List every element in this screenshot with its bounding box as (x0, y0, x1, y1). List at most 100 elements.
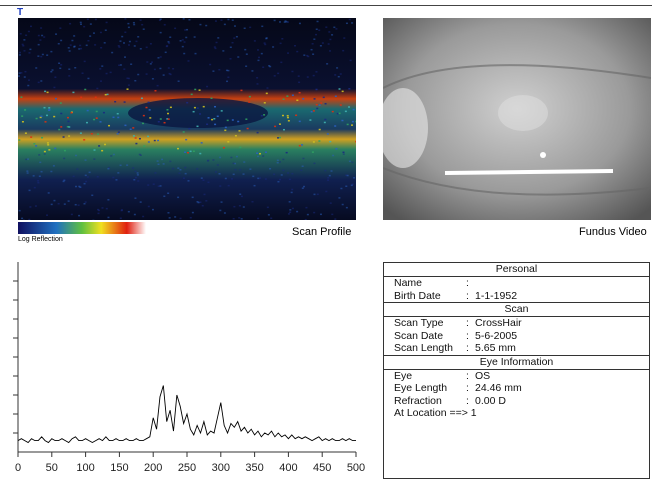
speckle (29, 49, 31, 51)
speckle (54, 148, 56, 150)
speckle (172, 68, 174, 70)
speckle (157, 85, 159, 87)
speckle (225, 178, 227, 180)
speckle (340, 188, 342, 190)
speckle (118, 45, 120, 47)
speckle (46, 214, 48, 216)
speckle (235, 135, 237, 137)
speckle (289, 209, 291, 211)
speckle (180, 40, 182, 42)
speckle (233, 163, 235, 165)
speckle (124, 18, 126, 20)
speckle (214, 46, 216, 48)
speckle (319, 104, 321, 106)
speckle (252, 176, 254, 178)
speckle (190, 151, 192, 153)
speckle (227, 77, 229, 79)
speckle (121, 209, 123, 211)
speckle (24, 76, 26, 78)
speckle (158, 185, 160, 187)
speckle (51, 204, 53, 206)
speckle (228, 185, 230, 187)
speckle (244, 49, 246, 51)
speckle (63, 158, 65, 160)
speckle (133, 22, 135, 24)
speckle (137, 180, 139, 182)
speckle (168, 118, 170, 120)
speckle (338, 76, 340, 78)
speckle (227, 141, 229, 143)
speckle (68, 47, 70, 49)
speckle (137, 172, 139, 174)
speckle (194, 107, 196, 109)
info-row: Eye Length:24.46 mm (384, 382, 649, 395)
speckle (154, 69, 156, 71)
speckle (28, 31, 30, 33)
speckle (71, 40, 73, 42)
speckle (91, 133, 93, 135)
speckle (345, 186, 347, 188)
speckle (191, 94, 193, 96)
speckle (104, 42, 106, 44)
speckle (346, 207, 348, 209)
speckle (59, 27, 61, 29)
speckle (296, 100, 298, 102)
speckle (33, 143, 35, 145)
speckle (257, 218, 259, 220)
speckle (209, 64, 211, 66)
field-label: Scan Type (394, 317, 443, 330)
speckle (279, 161, 281, 163)
speckle (313, 38, 315, 40)
field-label: Birth Date (394, 290, 441, 303)
speckle (269, 168, 271, 170)
speckle (68, 200, 70, 202)
speckle (132, 127, 134, 129)
speckle (120, 64, 122, 66)
speckle (227, 70, 229, 72)
speckle (135, 171, 137, 173)
speckle (39, 176, 41, 178)
speckle (24, 71, 26, 73)
speckle (42, 54, 44, 56)
speckle (35, 205, 37, 207)
field-label: At Location ==> 1 (394, 407, 477, 420)
speckle (59, 68, 61, 70)
speckle (277, 73, 279, 75)
speckle (277, 160, 279, 162)
speckle (292, 208, 294, 210)
speckle (199, 113, 201, 115)
speckle (302, 166, 304, 168)
speckle (291, 71, 293, 73)
speckle (317, 194, 319, 196)
speckle (287, 117, 289, 119)
field-label: Name (394, 277, 422, 290)
speckle (217, 164, 219, 166)
speckle (60, 126, 62, 128)
speckle (241, 196, 243, 198)
speckle (291, 189, 293, 191)
speckle (36, 118, 38, 120)
speckle (329, 39, 331, 41)
speckle (79, 186, 81, 188)
speckle (194, 36, 196, 38)
speckle (192, 212, 194, 214)
speckle (107, 217, 109, 219)
speckle (340, 104, 342, 106)
speckle (332, 111, 334, 113)
speckle (101, 207, 103, 209)
speckle (339, 113, 341, 115)
speckle (207, 160, 209, 162)
speckle (143, 115, 145, 117)
speckle (80, 132, 82, 134)
info-section: ScanScan Type:CrossHairScan Date:5-6-200… (384, 302, 649, 355)
speckle (98, 145, 100, 147)
speckle (75, 204, 77, 206)
speckle (345, 111, 347, 113)
speckle (159, 68, 161, 70)
speckle (274, 75, 276, 77)
speckle (329, 175, 331, 177)
speckle (239, 169, 241, 171)
speckle (154, 90, 156, 92)
speckle (117, 133, 119, 135)
speckle (202, 205, 204, 207)
